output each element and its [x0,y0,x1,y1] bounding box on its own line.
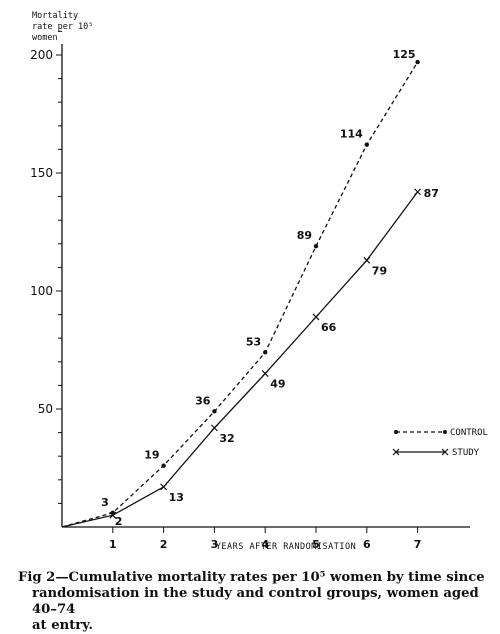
legend-study-marker-start [392,448,400,456]
series-study-data-label: 13 [169,491,184,504]
series-study-point [210,424,218,432]
series-control-data-label: 3 [101,496,109,509]
y-tick-label: 200 [30,48,53,62]
x-tick-label: 4 [261,538,269,551]
series-study-data-label: 79 [372,264,387,277]
caption-line-1: Fig 2—Cumulative mortality rates per 10⁵… [18,570,485,585]
y-axis-label-line-1: Mortality [32,11,78,21]
series-study-point [312,313,320,321]
series-study-point [414,188,422,196]
legend-control-marker-end [443,430,447,434]
series-study-data-label: 2 [115,515,123,528]
x-tick-label: 7 [414,538,422,551]
series-study-point [363,256,371,264]
y-tick-label: 100 [30,284,53,298]
series-study-data-label: 87 [424,187,439,200]
axes [61,44,470,528]
series-control-line [61,61,419,528]
mortality-chart: Mortality rate per 10⁵ women 50 100 150 200… [30,11,488,552]
x-tick-label: 6 [363,538,371,551]
series-control-data-label: 36 [195,394,211,407]
legend-control-label: CONTROL [450,428,488,438]
y-axis-label-line-2: rate per 10⁵ [32,22,93,32]
caption-line-2: randomisation in the study and control g… [32,586,479,617]
series-study-data-label: 49 [270,378,285,391]
series-control-data-label: 114 [340,128,363,141]
legend-study-marker-end [441,448,449,456]
series-study-point [109,511,117,519]
caption-line-3: at entry. [32,618,93,633]
x-axis-label: YEARS AFTER RANDOMISATION [216,542,356,552]
x-tick-label: 3 [211,538,219,551]
series-control-point [263,350,268,355]
data-labels: 3 19 36 53 89 114 125 2 13 32 49 66 79 87 [101,48,439,528]
x-tick-label: 1 [109,538,117,551]
series-study-data-label: 32 [219,432,234,445]
series-layer [61,59,422,528]
x-tick-label: 2 [160,538,168,551]
series-control-point [364,142,369,147]
series-control-point [161,463,166,468]
series-study-data-label: 66 [321,321,337,334]
series-study-point [261,370,269,378]
series-control-data-label: 19 [144,449,159,462]
series-control-point [313,243,319,249]
x-tick-label: 5 [312,538,320,551]
x-axis-ticks: 1 2 3 4 5 6 7 [109,527,421,551]
y-tick-label: 50 [38,402,53,416]
legend-control-marker-start [394,430,398,434]
series-control-data-label: 125 [393,48,416,61]
y-tick-label: 150 [30,166,53,180]
legend-study-label: STUDY [452,448,480,458]
series-control-data-label: 89 [297,229,312,242]
y-axis-ticks: 50 100 150 200 [30,30,62,504]
series-control-point [415,59,420,65]
series-study-line [61,191,419,528]
series-study-point [160,483,168,491]
figure-caption: Fig 2—Cumulative mortality rates per 10⁵… [18,570,488,634]
legend: CONTROL STUDY [392,428,488,458]
series-control-point [212,409,217,414]
y-axis-label-line-3: women [32,33,58,43]
series-control-data-label: 53 [246,335,261,348]
